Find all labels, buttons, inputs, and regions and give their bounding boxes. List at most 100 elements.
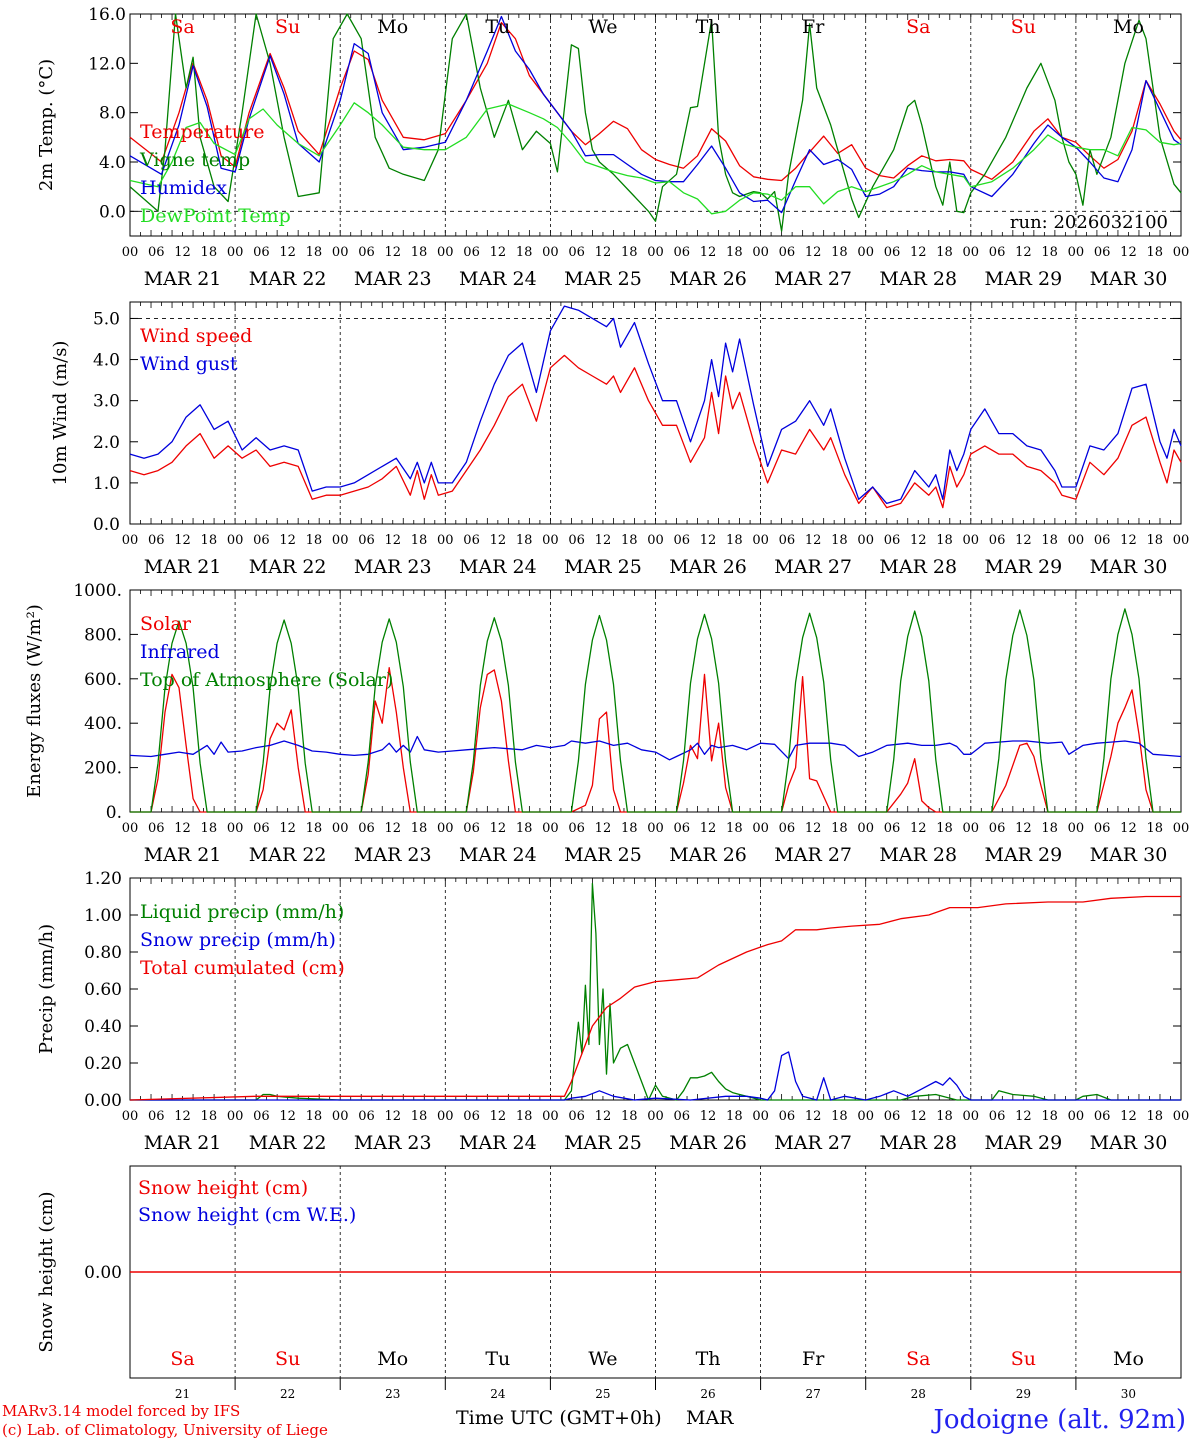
hour-label: 12	[279, 821, 296, 836]
hour-label: 18	[1146, 1109, 1163, 1124]
hour-label: 06	[253, 245, 270, 260]
hour-label: 12	[700, 533, 717, 548]
y-tick-label: 0.80	[84, 943, 122, 963]
date-label: MAR 22	[249, 1132, 327, 1154]
hour-label: 12	[1120, 533, 1137, 548]
lab-credit: (c) Lab. of Climatology, University of L…	[2, 1421, 328, 1439]
hour-label: 06	[1094, 533, 1111, 548]
day-name: Su	[1011, 16, 1036, 38]
day-name: We	[588, 16, 617, 38]
run-annotation: run: 2026032100	[1010, 212, 1168, 233]
day-number: 26	[700, 1387, 715, 1401]
hour-label: 06	[253, 533, 270, 548]
legend-entry: DewPoint Temp	[140, 205, 291, 227]
hour-label: 00	[437, 821, 454, 836]
hour-label: 18	[306, 533, 323, 548]
hour-label: 18	[201, 821, 218, 836]
day-name: We	[588, 1348, 617, 1370]
hour-label: 00	[227, 821, 244, 836]
y-tick-label: 0.	[106, 803, 122, 823]
day-name: Sa	[170, 1348, 194, 1370]
hour-label: 06	[884, 821, 901, 836]
y-tick-label: 0.0	[93, 515, 120, 535]
hour-label: 18	[1041, 245, 1058, 260]
day-name: Tu	[485, 16, 510, 38]
date-label: MAR 26	[669, 268, 747, 290]
legend-entry: Temperature	[140, 121, 264, 143]
hour-label: 06	[568, 245, 585, 260]
date-label: MAR 22	[249, 556, 327, 578]
series-line-wind-gust	[129, 305, 1182, 505]
hour-label: 00	[1068, 821, 1085, 836]
date-label: MAR 27	[774, 556, 852, 578]
hour-label: 12	[910, 245, 927, 260]
day-name: Mo	[1113, 16, 1144, 38]
hour-label: 06	[568, 1109, 585, 1124]
hour-label: 12	[1015, 821, 1032, 836]
hour-label: 00	[332, 245, 349, 260]
hour-label: 18	[1041, 1109, 1058, 1124]
day-name: Tu	[485, 1348, 510, 1370]
hour-label: 06	[148, 245, 165, 260]
hour-label: 00	[752, 821, 769, 836]
hour-label: 06	[358, 1109, 375, 1124]
date-label: MAR 21	[144, 844, 222, 866]
hour-label: 18	[726, 821, 743, 836]
date-label: MAR 25	[564, 556, 642, 578]
hour-label: 12	[384, 821, 401, 836]
hour-label: 06	[674, 821, 691, 836]
hour-label: 12	[279, 245, 296, 260]
x-axis-label: Time UTC (GMT+0h)	[456, 1407, 662, 1429]
hour-label: 18	[936, 245, 953, 260]
hour-label: 18	[201, 533, 218, 548]
day-name: Th	[696, 16, 721, 38]
hour-label: 18	[516, 1109, 533, 1124]
hour-label: 12	[805, 533, 822, 548]
date-label: MAR 25	[564, 844, 642, 866]
hour-label: 00	[1173, 245, 1190, 260]
hour-label: 18	[201, 1109, 218, 1124]
y-tick-label: 800.	[84, 625, 122, 645]
hour-label: 12	[910, 821, 927, 836]
hour-label: 12	[490, 821, 507, 836]
hour-label: 12	[490, 1109, 507, 1124]
hour-label: 12	[595, 1109, 612, 1124]
y-tick-label: 3.0	[93, 392, 120, 412]
hour-label: 00	[963, 533, 980, 548]
date-label: MAR 24	[459, 556, 537, 578]
date-label: MAR 23	[354, 268, 432, 290]
hour-label: 00	[857, 1109, 874, 1124]
day-name: Fr	[802, 16, 825, 38]
legend-entry: Wind gust	[140, 353, 238, 375]
hour-label: 06	[989, 245, 1006, 260]
hour-label: 18	[831, 245, 848, 260]
date-label: MAR 29	[984, 268, 1062, 290]
hour-label: 00	[332, 1109, 349, 1124]
y-tick-label: 200.	[84, 759, 122, 779]
legend-entry: Snow height (cm W.E.)	[138, 1204, 356, 1226]
legend-entry: Liquid precip (mm/h)	[140, 901, 344, 923]
hour-label: 00	[963, 1109, 980, 1124]
hour-label: 18	[726, 1109, 743, 1124]
hour-label: 18	[621, 1109, 638, 1124]
y-tick-label: 0.60	[84, 980, 122, 1000]
y-axis-label: Precip (mm/h)	[36, 924, 57, 1054]
hour-label: 06	[463, 533, 480, 548]
hour-label: 18	[726, 245, 743, 260]
hour-label: 12	[174, 821, 191, 836]
y-tick-label: 600.	[84, 670, 122, 690]
date-label: MAR 28	[879, 844, 957, 866]
hour-label: 00	[963, 821, 980, 836]
date-label: MAR 25	[564, 268, 642, 290]
day-name: Mo	[377, 16, 408, 38]
y-axis-label: Energy fluxes (W/m²)	[24, 604, 45, 798]
hour-label: 18	[726, 533, 743, 548]
day-name: Sa	[170, 16, 194, 38]
hour-label: 06	[358, 533, 375, 548]
hour-label: 06	[148, 821, 165, 836]
date-label: MAR 24	[459, 1132, 537, 1154]
hour-label: 00	[122, 533, 139, 548]
hour-label: 12	[174, 533, 191, 548]
y-tick-label: 0.00	[84, 1263, 122, 1283]
hour-label: 00	[332, 821, 349, 836]
